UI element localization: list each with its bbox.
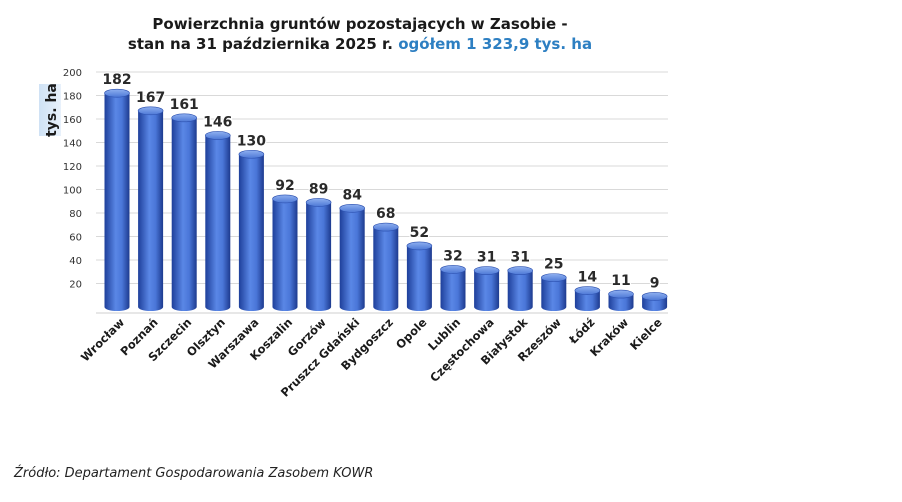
- data-label: 68: [376, 206, 395, 222]
- bar-body: [138, 110, 164, 312]
- bar-body: [205, 135, 231, 311]
- data-label: 92: [275, 178, 294, 194]
- bar-body: [171, 117, 197, 311]
- bar-top: [641, 292, 668, 301]
- chart-title: Powierzchnia gruntów pozostających w Zas…: [60, 14, 660, 54]
- y-tick-label: 200: [63, 68, 82, 79]
- data-label: 146: [203, 114, 232, 130]
- chart-title-line1: Powierzchnia gruntów pozostających w Zas…: [152, 15, 568, 33]
- bar-body: [373, 227, 399, 311]
- bar-top: [608, 289, 634, 299]
- bar-chart: 20 40 60 80 100 120 140 160 180 200 tys. ha 182 16…: [39, 68, 668, 400]
- bar-top: [339, 204, 366, 213]
- y-tick-label: 140: [63, 139, 82, 150]
- bar: [339, 204, 366, 311]
- y-tick-label: 20: [69, 280, 82, 291]
- y-tick-label: 60: [69, 233, 82, 244]
- bar-top: [171, 113, 197, 123]
- y-axis-label: tys. ha: [44, 83, 60, 137]
- bar-body: [474, 270, 500, 311]
- y-tick-label: 40: [69, 256, 82, 267]
- data-label: 32: [443, 248, 462, 264]
- y-tick-label: 80: [69, 209, 82, 220]
- data-label: 11: [611, 273, 630, 289]
- data-label: 84: [342, 187, 362, 203]
- y-axis-ticks: 20 40 60 80 100 120 140 160 180 200: [63, 68, 82, 291]
- data-label: 31: [477, 250, 496, 266]
- bar: [272, 194, 298, 311]
- y-tick-label: 120: [63, 162, 82, 173]
- bar: [473, 266, 500, 311]
- data-label: 31: [510, 250, 529, 266]
- bar-body: [440, 269, 466, 311]
- bar-top: [473, 266, 500, 275]
- bar-top: [406, 241, 433, 251]
- data-label: 9: [650, 275, 660, 291]
- x-tick-label: Kielce: [627, 315, 665, 353]
- data-label: 182: [102, 72, 131, 88]
- bar-body: [339, 208, 365, 311]
- bar: [238, 149, 265, 311]
- x-tick-label: Opole: [393, 315, 430, 352]
- x-axis-ticks: WrocławPoznańSzczecinOlsztynWarszawaKosz…: [78, 315, 665, 400]
- data-label: 14: [578, 270, 598, 286]
- bar-body: [541, 277, 567, 311]
- bar: [406, 241, 433, 311]
- chart-title-line2: stan na 31 października 2025 r. ogółem 1…: [60, 34, 660, 54]
- bar: [171, 113, 197, 311]
- bar: [608, 289, 634, 311]
- bar: [540, 273, 567, 311]
- bar-top: [137, 106, 164, 116]
- bar-body: [238, 154, 264, 311]
- bar: [641, 292, 668, 311]
- bars: [104, 88, 668, 312]
- bar-body: [272, 198, 298, 311]
- bar: [507, 266, 534, 311]
- bar: [137, 106, 164, 312]
- bar-body: [608, 294, 634, 311]
- bar-top: [205, 131, 231, 140]
- bar-top: [372, 222, 399, 232]
- bar-top: [104, 88, 130, 98]
- data-label: 167: [136, 90, 165, 106]
- bar-top: [574, 286, 601, 295]
- bar-body: [507, 270, 533, 311]
- data-label: 161: [170, 97, 199, 113]
- x-tick-label: Wrocław: [78, 315, 127, 364]
- data-label: 25: [544, 257, 563, 273]
- chart-title-total: ogółem 1 323,9 tys. ha: [398, 35, 593, 53]
- bar-top: [507, 266, 534, 275]
- bar-top: [272, 194, 298, 204]
- y-tick-label: 100: [63, 186, 82, 197]
- bar-body: [104, 93, 130, 312]
- bar-body: [574, 290, 600, 311]
- chart-title-date: stan na 31 października 2025 r.: [127, 35, 393, 53]
- bar: [372, 222, 399, 311]
- y-tick-label: 180: [63, 92, 82, 103]
- bar: [305, 198, 332, 311]
- bar-top: [305, 198, 332, 207]
- bar-top: [238, 149, 265, 159]
- y-tick-label: 160: [63, 115, 82, 126]
- data-label: 130: [237, 133, 266, 149]
- bar-top: [440, 265, 466, 274]
- data-label: 89: [309, 181, 328, 197]
- bar-body: [406, 245, 432, 311]
- bar-body: [306, 202, 332, 311]
- bar: [574, 286, 601, 311]
- bar: [205, 131, 231, 311]
- source-note: Źródło: Departament Gospodarowania Zasob…: [14, 466, 374, 481]
- bar: [104, 88, 130, 312]
- bar-top: [540, 273, 567, 282]
- bar: [440, 265, 466, 311]
- data-label: 52: [410, 225, 429, 241]
- y-axis-label-box: tys. ha: [39, 83, 61, 137]
